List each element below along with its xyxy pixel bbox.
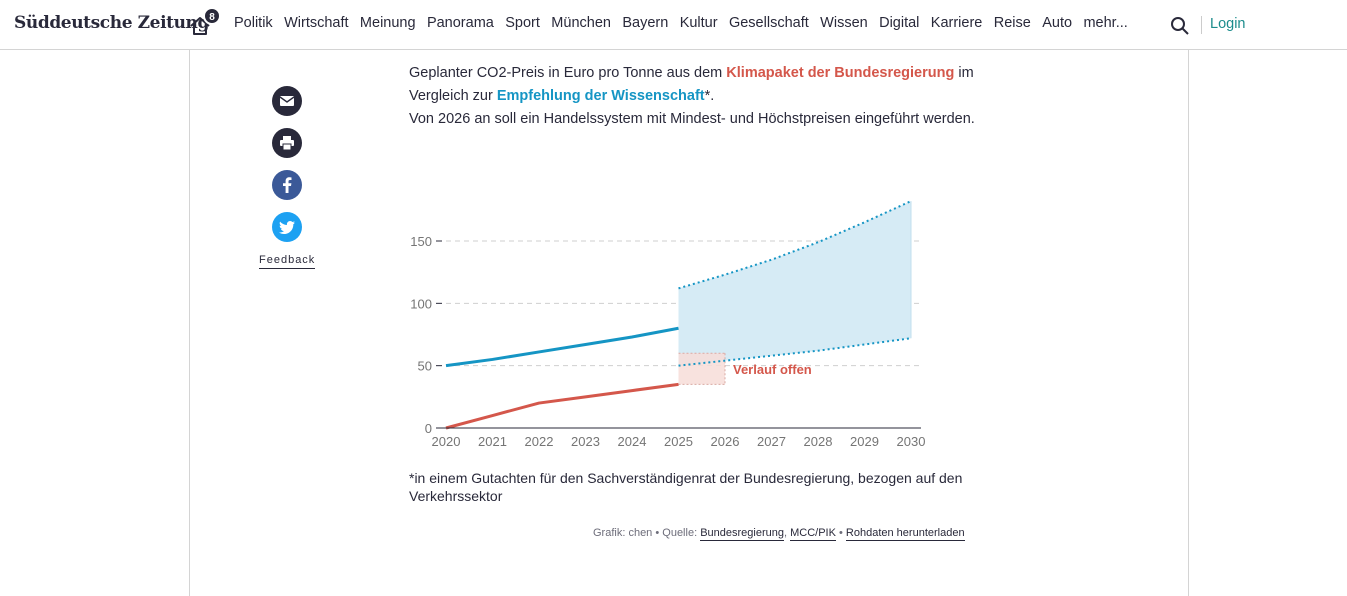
main-nav: Politik Wirtschaft Meinung Panorama Spor… [234,15,1139,31]
top-navigation-bar: Süddeutsche Zeitung 8 Politik Wirtschaft… [0,0,1347,50]
x-tick-label-2023: 2023 [571,434,600,449]
nav-item-gesellschaft[interactable]: Gesellschaft [728,15,809,31]
nav-item-muenchen[interactable]: München [551,15,611,31]
nav-item-wissen[interactable]: Wissen [820,15,868,31]
intro-highlight-science: Empfehlung der Wissenschaft [496,88,705,104]
source-comma: , [783,527,791,539]
nav-item-karriere[interactable]: Karriere [930,15,983,31]
y-tick-label-100: 100 [410,296,432,311]
intro-text-2: im Vergleich zur [409,65,974,104]
y-tick-label-150: 150 [410,234,432,249]
print-button[interactable] [272,128,302,158]
nav-item-meinung[interactable]: Meinung [359,15,416,31]
y-tick-label-0: 0 [425,421,432,436]
science-range-upper-line [678,200,912,290]
x-tick-label-2024: 2024 [618,434,647,449]
nav-item-wirtschaft[interactable]: Wirtschaft [284,15,349,31]
intro-highlight-government: Klimapaket der Bundesregierung [726,65,955,81]
y-tick-label-50: 50 [418,359,432,374]
x-tick-label-2028: 2028 [804,434,833,449]
nav-item-reise[interactable]: Reise [993,15,1031,31]
chart-source: Grafik: chen • Quelle: Bundesregierung, … [593,527,965,541]
login-link[interactable]: Login [1210,16,1246,32]
header-divider [1201,16,1202,34]
x-tick-label-2029: 2029 [850,434,879,449]
share-facebook-button[interactable] [272,170,302,200]
x-tick-label-2027: 2027 [757,434,786,449]
search-icon [1171,17,1189,35]
science-range-lower-line [678,337,912,367]
series-line-government [445,382,679,430]
share-twitter-button[interactable] [272,212,302,242]
chart-axes: 0 50 100 150 2020 2021 2022 2023 2024 2025 2026 202… [410,234,925,449]
x-tick-label-2022: 2022 [525,434,554,449]
nav-item-bayern[interactable]: Bayern [622,15,669,31]
twitter-icon [279,220,295,234]
chart-areas [678,201,912,385]
x-tick-label-2026: 2026 [711,434,740,449]
print-icon [280,136,294,150]
search-button[interactable] [1170,16,1190,36]
co2-price-chart: Verlauf offen 0 50 100 150 2020 2021 2022 2023 2… [410,200,925,449]
series-line-science [445,326,679,368]
mail-icon [280,96,294,106]
chart-lines: Verlauf offen [445,200,912,430]
nav-item-digital[interactable]: Digital [879,15,920,31]
x-tick-label-2030: 2030 [897,434,926,449]
nav-item-panorama[interactable]: Panorama [426,15,494,31]
chart-footnote: *in einem Gutachten für den Sachverständ… [409,470,963,504]
open-range-label: Verlauf offen [733,362,812,377]
intro-text-3: *. [704,88,715,104]
x-tick-label-2021: 2021 [478,434,507,449]
source-bullet: • [835,527,846,539]
x-tick-label-2025: 2025 [664,434,693,449]
nav-item-politik[interactable]: Politik [234,15,273,31]
share-email-button[interactable] [272,86,302,116]
nav-item-sport[interactable]: Sport [505,15,540,31]
intro-text-4: Von 2026 an soll ein Handelssystem mit M… [409,111,975,127]
intro-text-1: Geplanter CO2-Preis in Euro pro Tonne au… [409,65,727,81]
source-prefix: Grafik: chen • Quelle: [593,527,701,539]
open-range-box [678,353,725,385]
nav-item-more[interactable]: mehr... [1083,15,1128,31]
nav-item-auto[interactable]: Auto [1042,15,1073,31]
content-border-right [1188,50,1189,596]
source-link-government[interactable]: Bundesregierung [700,527,784,541]
science-range-band [678,201,911,366]
home-button[interactable]: 8 [189,7,221,37]
site-logo[interactable]: Süddeutsche Zeitung [14,13,209,33]
source-link-mcc[interactable]: MCC/PIK [790,527,836,541]
content-border-left [189,50,190,596]
chart-intro: Geplanter CO2-Preis in Euro pro Tonne au… [409,62,979,131]
facebook-icon [283,177,292,193]
download-raw-data-link[interactable]: Rohdaten herunterladen [845,527,965,541]
nav-item-kultur[interactable]: Kultur [679,15,718,31]
x-tick-label-2020: 2020 [432,434,461,449]
notification-badge: 8 [203,7,221,25]
feedback-link[interactable]: Feedback [259,254,316,269]
